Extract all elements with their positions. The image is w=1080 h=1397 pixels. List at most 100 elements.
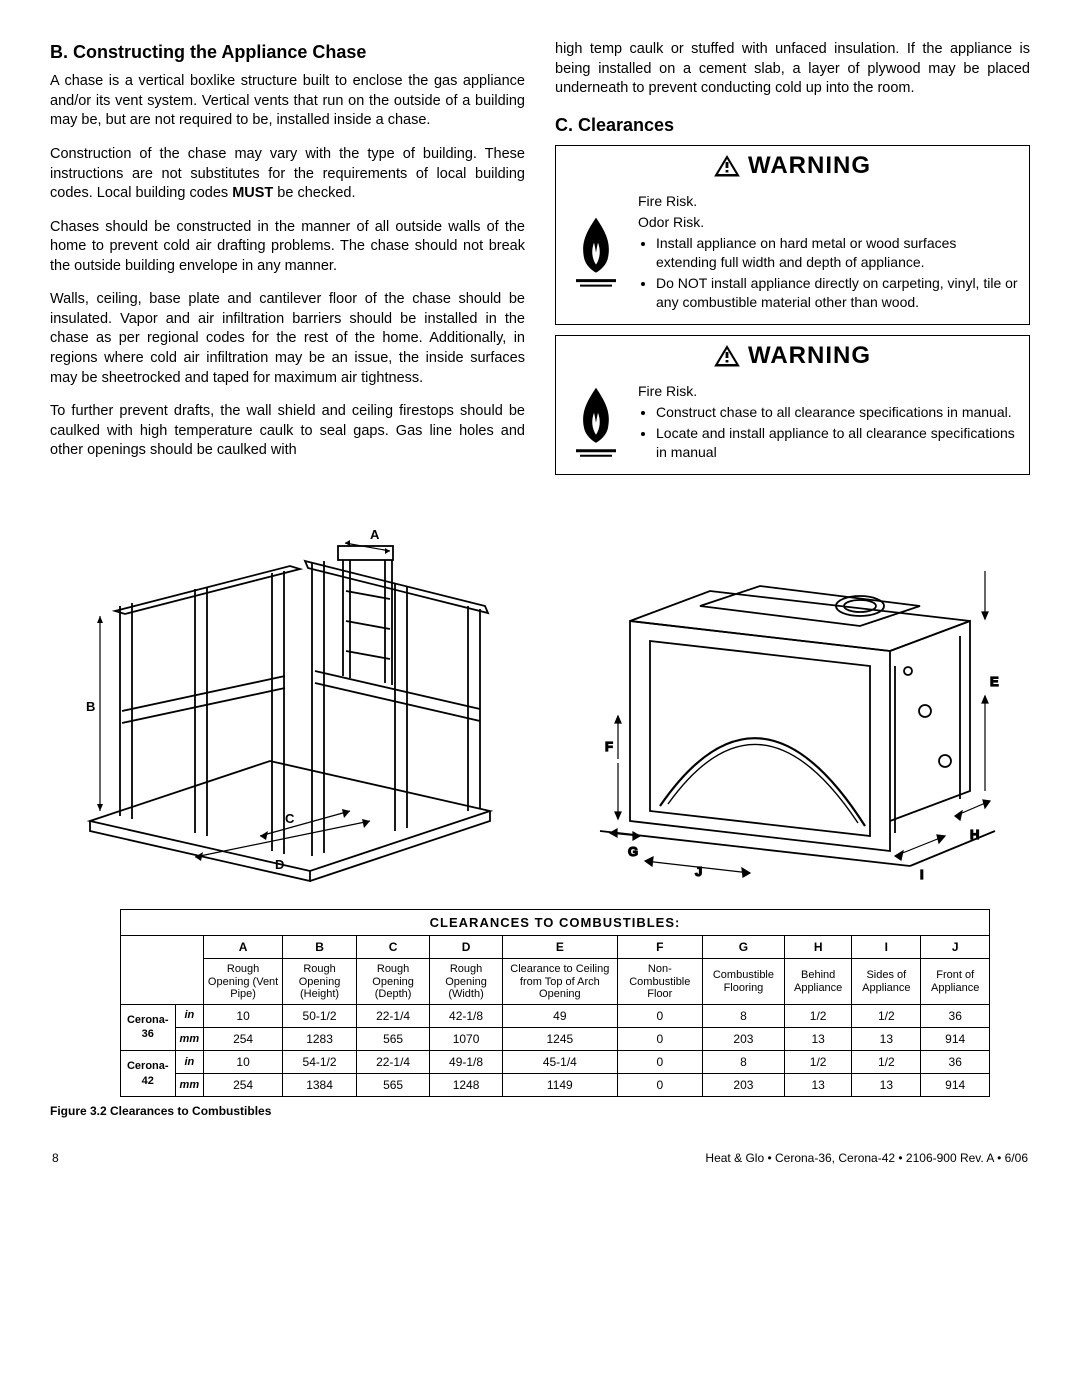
warning-1-body: Fire Risk. Odor Risk. Install appliance … [556, 188, 1029, 323]
label-g: G [628, 844, 638, 859]
cell: 49-1/8 [430, 1051, 503, 1074]
cell: 8 [702, 1051, 784, 1074]
section-b-p4: Walls, ceiling, base plate and cantileve… [50, 290, 525, 388]
sub-C: Rough Opening (Depth) [357, 959, 430, 1004]
col-G: G [702, 936, 784, 959]
col-B: B [283, 936, 357, 959]
cell: 203 [702, 1027, 784, 1050]
footer: 8 Heat & Glo • Cerona-36, Cerona-42 • 21… [50, 1150, 1030, 1166]
cell: 45-1/4 [502, 1051, 617, 1074]
cell: 0 [617, 1027, 702, 1050]
cell: 565 [357, 1074, 430, 1097]
left-column: B. Constructing the Appliance Chase A ch… [50, 40, 525, 485]
label-i: I [920, 867, 924, 882]
cell: 565 [357, 1027, 430, 1050]
cell: 22-1/4 [357, 1004, 430, 1027]
cell: 0 [617, 1051, 702, 1074]
cell: 10 [204, 1051, 283, 1074]
flame-icon [566, 192, 626, 313]
warning-2-risk1: Fire Risk. [638, 382, 1019, 401]
unit-mm: mm [175, 1074, 204, 1097]
warning-2-title: WARNING [748, 340, 871, 372]
warning-2-bullet1: Construct chase to all clearance specifi… [656, 403, 1019, 422]
warning-2-bullet2: Locate and install appliance to all clea… [656, 424, 1019, 462]
label-a: A [370, 527, 380, 542]
table-row: mm 254 1384 565 1248 1149 0 203 13 13 91… [121, 1074, 990, 1097]
cell: 36 [921, 1004, 990, 1027]
fireplace-diagram: E F G H [550, 511, 1030, 891]
cell: 10 [204, 1004, 283, 1027]
cell: 1149 [502, 1074, 617, 1097]
text-columns: B. Constructing the Appliance Chase A ch… [50, 40, 1030, 485]
p2-part-c: be checked. [273, 185, 355, 201]
sub-E: Clearance to Ceiling from Top of Arch Op… [502, 959, 617, 1004]
sub-F: Non-Combustible Floor [617, 959, 702, 1004]
cell: 254 [204, 1074, 283, 1097]
cell: 0 [617, 1074, 702, 1097]
sub-G: Combustible Flooring [702, 959, 784, 1004]
cell: 1248 [430, 1074, 503, 1097]
cell: 1/2 [785, 1004, 852, 1027]
warning-triangle-icon [714, 345, 740, 367]
sub-I: Sides of Appliance [852, 959, 921, 1004]
warning-1-bullet1: Install appliance on hard metal or wood … [656, 234, 1019, 272]
model-1: Cerona-42 [121, 1051, 176, 1097]
cell: 1070 [430, 1027, 503, 1050]
flame-icon [566, 382, 626, 464]
section-b-p2: Construction of the chase may vary with … [50, 145, 525, 204]
sub-B: Rough Opening (Height) [283, 959, 357, 1004]
cell: 50-1/2 [283, 1004, 357, 1027]
warning-2-text: Fire Risk. Construct chase to all cleara… [638, 382, 1019, 464]
cell: 13 [852, 1027, 921, 1050]
cell: 1245 [502, 1027, 617, 1050]
label-f: F [605, 739, 613, 754]
table-row: mm 254 1283 565 1070 1245 0 203 13 13 91… [121, 1027, 990, 1050]
warning-1-text: Fire Risk. Odor Risk. Install appliance … [638, 192, 1019, 313]
warning-1-bullet2: Do NOT install appliance directly on car… [656, 274, 1019, 312]
unit-in: in [175, 1004, 204, 1027]
cell: 8 [702, 1004, 784, 1027]
warning-triangle-icon [714, 155, 740, 177]
warning-1-header: WARNING [556, 146, 1029, 188]
table-row: Cerona-42 in 10 54-1/2 22-1/4 49-1/8 45-… [121, 1051, 990, 1074]
section-b-heading: B. Constructing the Appliance Chase [50, 40, 525, 64]
right-column: high temp caulk or stuffed with unfaced … [555, 40, 1030, 485]
table-title: CLEARANCES TO COMBUSTIBLES: [121, 909, 990, 936]
sub-D: Rough Opening (Width) [430, 959, 503, 1004]
model-0: Cerona-36 [121, 1004, 176, 1050]
clearance-table: CLEARANCES TO COMBUSTIBLES: A B C D E F … [120, 909, 990, 1098]
warning-2-header: WARNING [556, 336, 1029, 378]
label-b: B [86, 699, 95, 714]
unit-mm: mm [175, 1027, 204, 1050]
figure-caption: Figure 3.2 Clearances to Combustibles [50, 1103, 1030, 1119]
warning-1-risk1: Fire Risk. [638, 192, 1019, 211]
cell: 1/2 [785, 1051, 852, 1074]
warning-box-1: WARNING Fire Risk. Odor Risk. Install ap… [555, 145, 1030, 325]
cell: 13 [852, 1074, 921, 1097]
section-b-p3: Chases should be constructed in the mann… [50, 218, 525, 277]
cell: 1/2 [852, 1051, 921, 1074]
table-sub-row: Rough Opening (Vent Pipe) Rough Opening … [121, 959, 990, 1004]
cell: 13 [785, 1074, 852, 1097]
framing-diagram: A B C D [50, 511, 530, 891]
sub-J: Front of Appliance [921, 959, 990, 1004]
cell: 22-1/4 [357, 1051, 430, 1074]
col-J: J [921, 936, 990, 959]
page: B. Constructing the Appliance Chase A ch… [50, 40, 1030, 1166]
cell: 54-1/2 [283, 1051, 357, 1074]
section-c-heading: C. Clearances [555, 113, 1030, 137]
cell: 1283 [283, 1027, 357, 1050]
diagrams-row: A B C D [50, 511, 1030, 891]
sub-A: Rough Opening (Vent Pipe) [204, 959, 283, 1004]
section-b-p-cont: high temp caulk or stuffed with unfaced … [555, 40, 1030, 99]
label-c: C [285, 811, 295, 826]
warning-1-risk2: Odor Risk. [638, 213, 1019, 232]
table-header-row: A B C D E F G H I J [121, 936, 990, 959]
section-b-p1: A chase is a vertical boxlike structure … [50, 72, 525, 131]
warning-2-body: Fire Risk. Construct chase to all cleara… [556, 378, 1029, 474]
col-C: C [357, 936, 430, 959]
clearance-table-container: CLEARANCES TO COMBUSTIBLES: A B C D E F … [120, 909, 990, 1098]
cell: 1384 [283, 1074, 357, 1097]
col-F: F [617, 936, 702, 959]
cell: 1/2 [852, 1004, 921, 1027]
